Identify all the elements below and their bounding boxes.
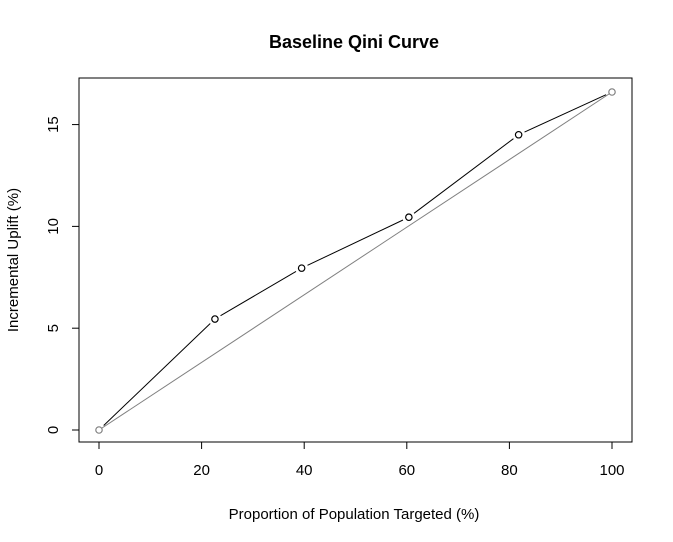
x-axis: 0 20 40 60 80 100 (95, 441, 625, 479)
x-tick-label: 40 (296, 462, 313, 479)
qini-curve-segment (220, 270, 297, 317)
y-tick-label: 15 (45, 116, 62, 133)
y-axis-label: Incremental Uplift (%) (5, 188, 22, 332)
qini-curve-segment (413, 138, 514, 214)
y-tick-label: 10 (45, 218, 62, 235)
x-tick-label: 100 (599, 462, 624, 479)
x-tick-label: 80 (501, 462, 518, 479)
qini-curve-segment (103, 323, 211, 426)
x-tick-label: 20 (193, 462, 210, 479)
y-tick-label: 0 (45, 426, 62, 434)
x-tick-label: 60 (398, 462, 415, 479)
plot-area (95, 88, 616, 434)
chart-title: Baseline Qini Curve (269, 32, 439, 52)
random-baseline-line (98, 91, 613, 431)
qini-point (608, 88, 616, 96)
qini-point (211, 315, 219, 323)
qini-point (95, 426, 103, 434)
y-axis: 0 5 10 15 (45, 116, 80, 434)
x-axis-label: Proportion of Population Targeted (%) (229, 506, 480, 523)
qini-point (514, 130, 523, 139)
qini-point (297, 264, 306, 272)
plot-frame (78, 77, 633, 443)
qini-curve-segment (524, 94, 607, 133)
qini-curve-segment (307, 219, 404, 266)
y-tick-label: 5 (45, 324, 62, 332)
qini-point (405, 213, 413, 222)
x-tick-label: 0 (95, 462, 103, 479)
